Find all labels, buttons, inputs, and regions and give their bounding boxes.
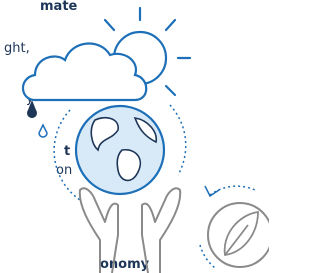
orbit [170, 105, 186, 175]
globe [76, 106, 164, 194]
leaf-circle [208, 203, 269, 267]
text-fragment: on [56, 163, 72, 178]
leaf [225, 212, 258, 255]
text-fragment: ght, [4, 41, 30, 56]
cloud [23, 44, 146, 100]
arrow-head [205, 186, 219, 196]
text-fragment: t [64, 144, 70, 159]
illustration: mate ght, y t on onomy [0, 0, 269, 273]
dotted-arrow [200, 245, 215, 268]
drop [39, 125, 47, 137]
dotted-arrow [210, 186, 255, 195]
text-fragment: mate [40, 0, 78, 14]
text-fragment: onomy [100, 257, 150, 272]
